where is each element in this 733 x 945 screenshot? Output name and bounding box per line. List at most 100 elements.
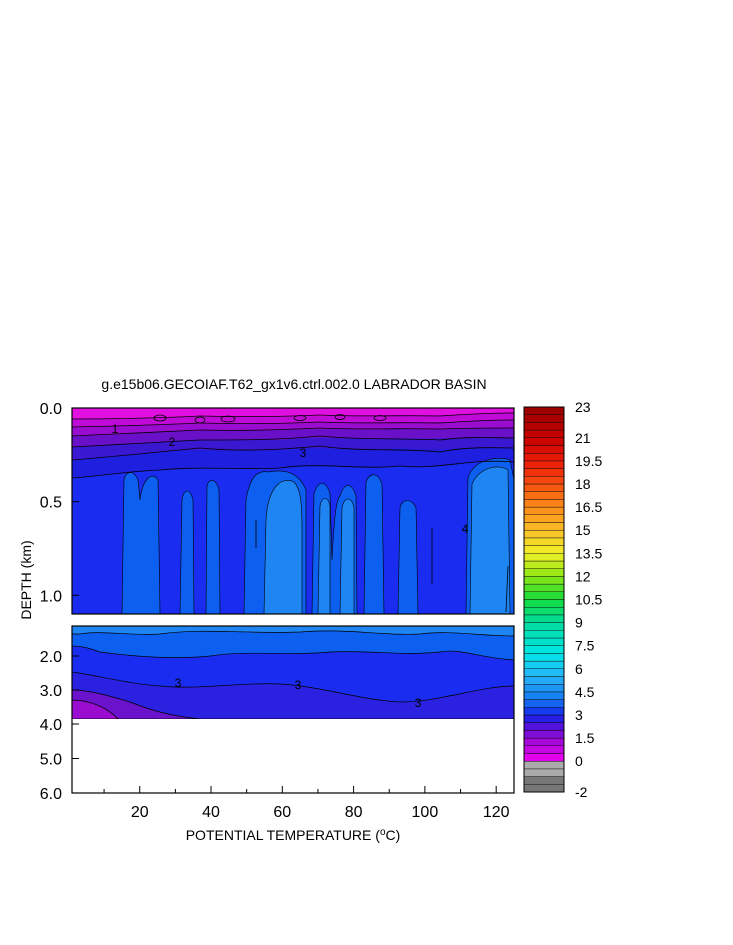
contour-label: 3 (415, 696, 422, 710)
y-tick-label: 1.0 (40, 588, 62, 605)
colorbar-bin (523, 576, 565, 585)
colorbar-bin (523, 491, 565, 500)
colorbar-bin (523, 753, 565, 762)
colorbar-label: 12 (575, 568, 591, 584)
colorbar-bin (523, 514, 565, 523)
colorbar-bin (523, 437, 565, 446)
y-tick-label: 4.0 (40, 717, 62, 734)
colorbar-bin (523, 460, 565, 469)
contour-label: 2 (169, 435, 176, 449)
colorbar-bin (523, 414, 565, 423)
colorbar-bin (523, 645, 565, 654)
x-axis: 20 40 60 80 100 120 (103, 786, 510, 821)
colorbar-bin (523, 745, 565, 754)
colorbar-bin (523, 622, 565, 631)
colorbar (523, 406, 565, 793)
colorbar-bin (523, 730, 565, 739)
colorbar-label: 18 (575, 476, 591, 492)
colorbar-bin (523, 422, 565, 431)
contour-label: 1 (112, 422, 119, 436)
contour-labels-lower: 3 3 3 (175, 676, 422, 710)
colorbar-bin (523, 406, 565, 415)
x-tick-label: 20 (131, 804, 149, 821)
colorbar-label: 10.5 (575, 592, 602, 608)
contour-label: 4 (462, 522, 469, 536)
field-25-3-deep (72, 671, 514, 719)
x-tick-label: 100 (412, 804, 439, 821)
field-0-05 (72, 408, 514, 419)
colorbar-labels: 23 21 19.5 18 16.5 15 13.5 12 10.5 9 7.5 6 4.5 3 1.5 0 -… (575, 399, 602, 800)
colorbar-label: -2 (575, 784, 588, 800)
colorbar-bin (523, 429, 565, 439)
colorbar-bin (523, 668, 565, 677)
colorbar-bin (523, 768, 565, 777)
y-tick-label: 0.0 (40, 401, 62, 418)
colorbar-label: 19.5 (575, 453, 602, 469)
colorbar-bin (523, 506, 565, 516)
colorbar-bin (523, 545, 565, 554)
colorbar-bin (523, 714, 565, 723)
colorbar-bin (523, 761, 565, 770)
contour-label: 3 (175, 676, 182, 690)
colorbar-bin (523, 784, 565, 793)
colorbar-label: 4.5 (575, 684, 595, 700)
colorbar-label: 6 (575, 661, 583, 677)
colorbar-bin (523, 653, 565, 662)
contour-label: 3 (295, 678, 302, 692)
colorbar-bin (523, 691, 565, 700)
y-tick-label: 5.0 (40, 752, 62, 769)
colorbar-label: 1.5 (575, 730, 595, 746)
colorbar-bin (523, 583, 565, 592)
colorbar-label: 16.5 (575, 499, 602, 515)
y-tick-label: 3.0 (40, 683, 62, 700)
colorbar-bin (523, 699, 565, 708)
colorbar-bin (523, 630, 565, 639)
colorbar-label: 13.5 (575, 545, 602, 561)
lower-panel (72, 626, 514, 719)
colorbar-bin (523, 676, 565, 685)
colorbar-bin (523, 660, 565, 669)
colorbar-bin (523, 637, 565, 646)
field-4-45 (263, 466, 511, 614)
field-4-45-deep (72, 626, 514, 637)
contour-label: 3 (300, 446, 307, 460)
colorbar-label: 3 (575, 707, 583, 723)
contour-lines-upper (72, 412, 514, 613)
colorbar-frame (523, 406, 565, 793)
colorbar-bin (523, 614, 565, 623)
x-axis-label: POTENTIAL TEMPERATURE (oC) (186, 827, 401, 843)
colorbar-bin (523, 599, 565, 608)
chart-title: g.e15b06.GECOIAF.T62_gx1v6.ctrl.002.0 LA… (101, 376, 486, 392)
lower-panel-frame (71, 625, 515, 794)
colorbar-bin (523, 453, 565, 462)
colorbar-bin (523, 722, 565, 731)
colorbar-bin (523, 530, 565, 539)
colorbar-bin (523, 468, 565, 477)
colorbar-label: 0 (575, 753, 583, 769)
colorbar-bin (523, 737, 565, 746)
y-tick-label: 0.5 (40, 495, 62, 512)
colorbar-bin (523, 445, 565, 454)
colorbar-bin (523, 499, 565, 508)
colorbar-bin (523, 537, 565, 546)
colorbar-label: 9 (575, 615, 583, 631)
colorbar-bin (523, 684, 565, 693)
colorbar-label: 15 (575, 522, 591, 538)
field-15-2-deep (72, 699, 119, 719)
colorbar-bin (523, 553, 565, 562)
x-tick-label: 80 (345, 804, 363, 821)
colorbar-label: 7.5 (575, 638, 595, 654)
colorbar-bin (523, 522, 565, 531)
upper-panel-frame (71, 407, 515, 615)
y-tick-label: 6.0 (40, 786, 62, 803)
colorbar-bin (523, 568, 565, 577)
colorbar-bin (523, 776, 565, 785)
x-tick-label: 60 (273, 804, 291, 821)
colorbar-bin (523, 707, 565, 716)
y-tick-label: 2.0 (40, 649, 62, 666)
y-axis-label: DEPTH (km) (18, 540, 34, 619)
x-tick-label: 120 (483, 804, 510, 821)
contour-labels-upper: 1 2 3 4 (112, 422, 469, 536)
colorbar-bin (523, 591, 565, 600)
